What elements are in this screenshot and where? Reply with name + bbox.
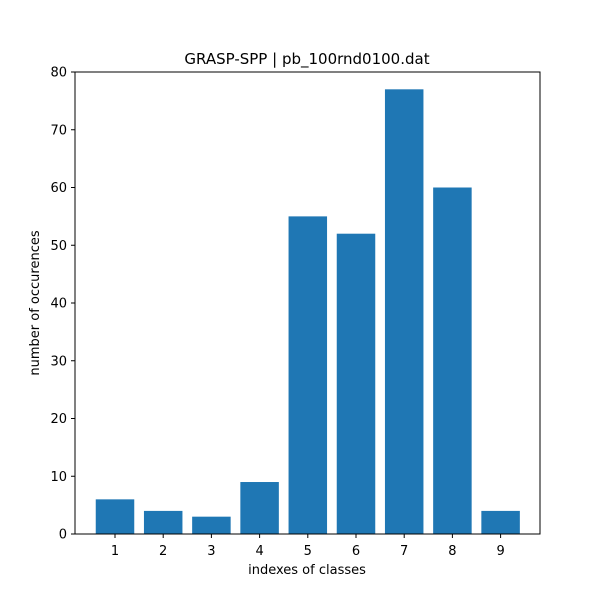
bar-class-7: [384, 89, 424, 534]
x-tick-label: 1: [111, 544, 119, 559]
plot-frame: [74, 71, 541, 535]
x-tick-label: 5: [304, 544, 312, 559]
x-tick-label: 9: [496, 544, 504, 559]
bar-class-5: [288, 216, 328, 535]
x-tick-label: 3: [207, 544, 215, 559]
bar-class-8: [433, 187, 472, 534]
y-tick-label: 30: [50, 354, 67, 369]
bar-class-2: [143, 510, 183, 534]
x-tick-label: 8: [448, 544, 456, 559]
x-tick-label: 7: [400, 544, 408, 559]
y-tick-label: 0: [59, 528, 67, 543]
bar-class-6: [336, 233, 376, 534]
x-tick-label: 4: [255, 544, 263, 559]
y-tick-label: 10: [50, 470, 67, 485]
bar-class-9: [481, 510, 520, 534]
x-tick-label: 6: [352, 544, 360, 559]
y-tick-label: 50: [50, 239, 67, 254]
chart-title: GRASP-SPP | pb_100rnd0100.dat: [184, 50, 429, 69]
bar-class-1: [95, 499, 135, 534]
y-tick-label: 60: [50, 181, 67, 196]
bar-class-4: [240, 482, 279, 534]
x-axis-label: indexes of classes: [248, 563, 366, 578]
bar-class-3: [192, 516, 231, 534]
y-tick-label: 70: [50, 123, 67, 138]
y-tick-label: 80: [50, 66, 67, 81]
y-tick-label: 20: [50, 412, 67, 427]
y-tick-label: 40: [50, 297, 67, 312]
y-axis-label: number of occurences: [28, 230, 43, 375]
x-tick-label: 2: [159, 544, 167, 559]
